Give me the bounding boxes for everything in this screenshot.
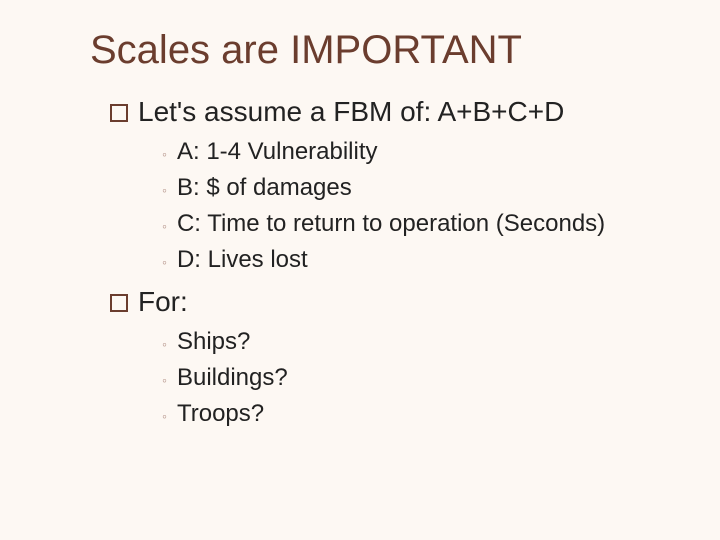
- circle-bullet-icon: ◦: [162, 252, 167, 273]
- circle-bullet-icon: ◦: [162, 180, 167, 201]
- circle-bullet-icon: ◦: [162, 406, 167, 427]
- bullet-level2: ◦ C: Time to return to operation (Second…: [162, 206, 660, 242]
- circle-bullet-icon: ◦: [162, 370, 167, 391]
- bullet-text: Troops?: [177, 396, 264, 432]
- bullet-text: B: $ of damages: [177, 170, 352, 206]
- bullet-level2: ◦ Ships?: [162, 324, 660, 360]
- bullet-level2: ◦ Buildings?: [162, 360, 660, 396]
- bullet-text: For:: [138, 286, 188, 318]
- square-bullet-icon: [110, 104, 128, 122]
- bullet-level2: ◦ Troops?: [162, 396, 660, 432]
- bullet-text: A: 1-4 Vulnerability: [177, 134, 378, 170]
- bullet-level2: ◦ D: Lives lost: [162, 242, 660, 278]
- bullet-level2: ◦ A: 1-4 Vulnerability: [162, 134, 660, 170]
- square-bullet-icon: [110, 294, 128, 312]
- circle-bullet-icon: ◦: [162, 334, 167, 355]
- circle-bullet-icon: ◦: [162, 216, 167, 237]
- bullet-text: Ships?: [177, 324, 250, 360]
- slide: Scales are IMPORTANT Let's assume a FBM …: [0, 0, 720, 540]
- bullet-level2: ◦ B: $ of damages: [162, 170, 660, 206]
- bullet-text: C: Time to return to operation (Seconds): [177, 206, 605, 242]
- bullet-level1: For:: [110, 286, 660, 318]
- bullet-text: Buildings?: [177, 360, 288, 396]
- bullet-text: Let's assume a FBM of: A+B+C+D: [138, 96, 564, 128]
- circle-bullet-icon: ◦: [162, 144, 167, 165]
- slide-title: Scales are IMPORTANT: [90, 28, 660, 72]
- bullet-text: D: Lives lost: [177, 242, 308, 278]
- bullet-level1: Let's assume a FBM of: A+B+C+D: [110, 96, 660, 128]
